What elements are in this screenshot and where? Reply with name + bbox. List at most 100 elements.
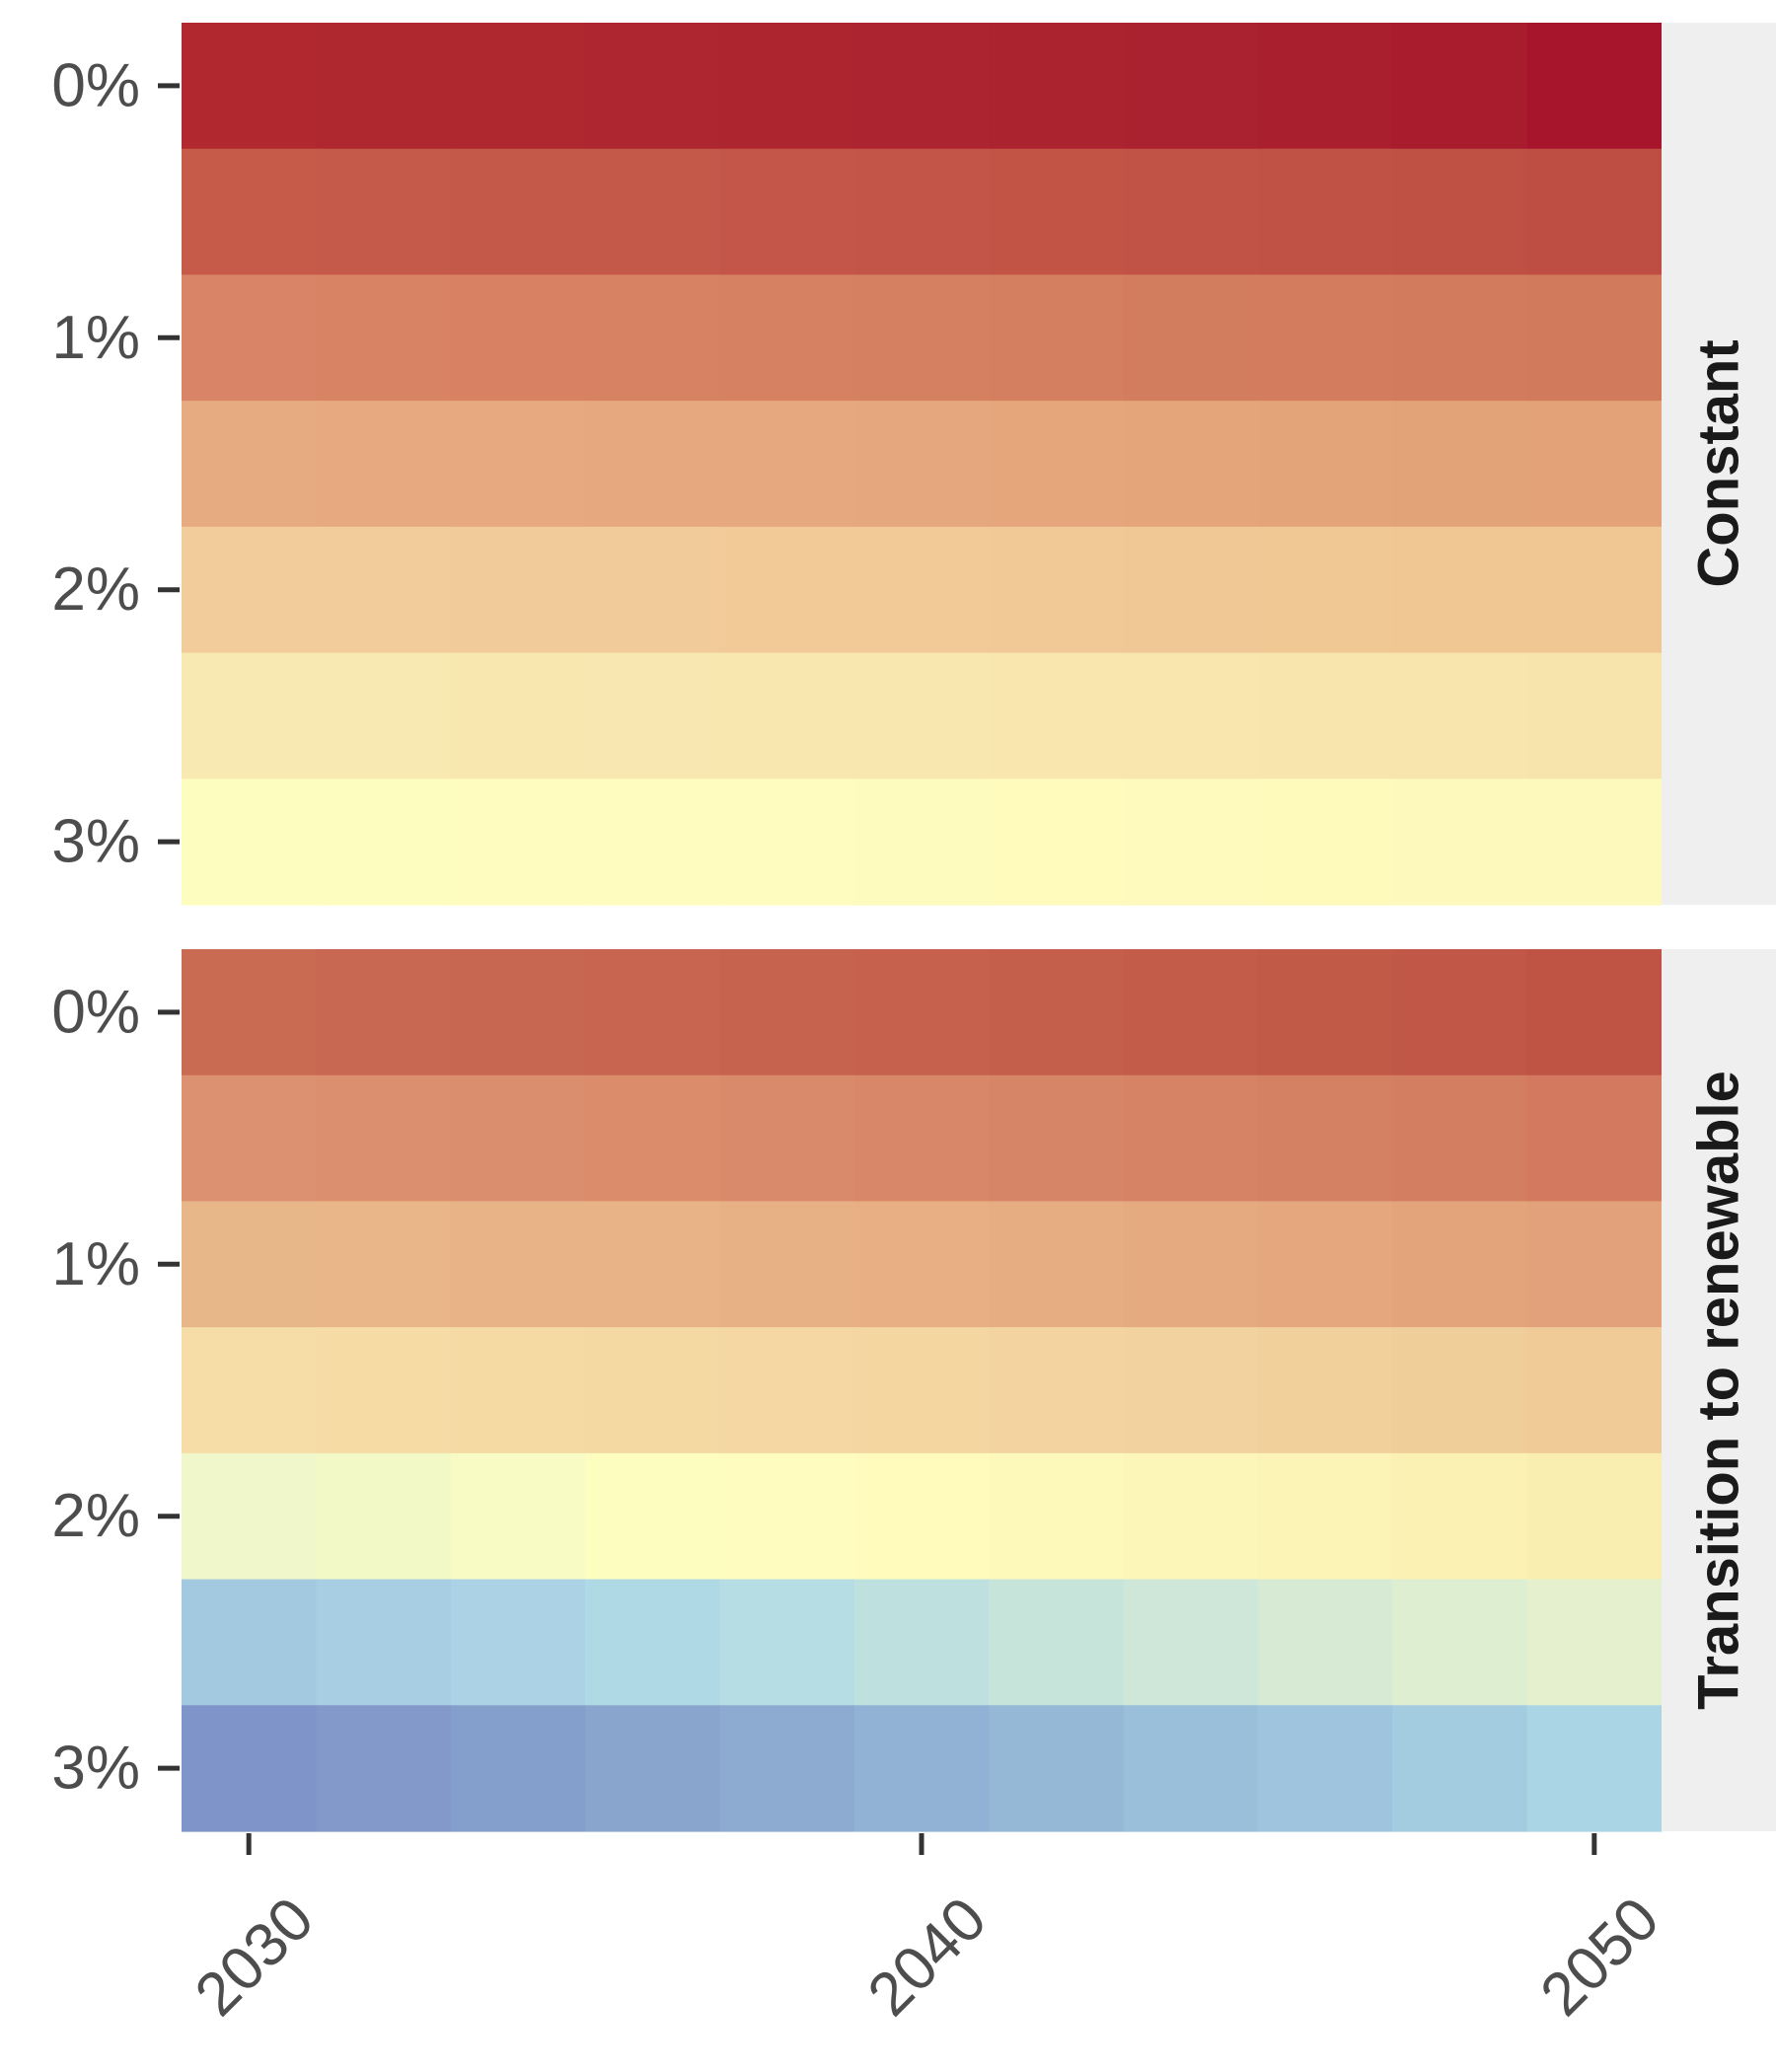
heatmap-cell	[989, 1705, 1125, 1832]
heatmap-cell	[719, 23, 855, 150]
panel-2: 0% 1% 2% 3% Transition to renewable	[51, 949, 1776, 1832]
heatmap-cell	[182, 1705, 317, 1832]
heatmap-cell	[182, 148, 317, 276]
heatmap-cell	[1392, 1452, 1528, 1581]
heatmap-cell	[1526, 526, 1663, 654]
heatmap-cell	[719, 526, 855, 654]
heatmap-cell	[1392, 148, 1528, 276]
heatmap-cell	[719, 274, 855, 402]
heatmap-cell	[585, 23, 721, 150]
heatmap-cell	[719, 778, 855, 906]
heatmap-cell	[1257, 401, 1393, 528]
heatmap-cell	[1123, 1327, 1259, 1454]
heatmap-cell	[853, 778, 990, 906]
heatmap-cell	[585, 652, 721, 779]
heatmap-cell	[719, 949, 855, 1076]
heatmap-cell	[1257, 148, 1393, 276]
heatmap-cell	[316, 652, 452, 779]
heatmap-cell	[585, 1201, 721, 1328]
heatmap-cell	[1392, 949, 1528, 1076]
heatmap-cell	[853, 148, 990, 276]
heatmap-cell	[1526, 23, 1663, 150]
heatmap-cell	[585, 1074, 721, 1203]
heatmap-cell	[182, 23, 317, 150]
heatmap-cell	[182, 526, 317, 654]
heatmap-cell	[1123, 1074, 1259, 1203]
heatmap-cell	[989, 148, 1125, 276]
heatmap-cell	[316, 1579, 452, 1706]
heatmap-cell	[450, 23, 586, 150]
heatmap-cell	[182, 1201, 317, 1328]
facet-strip	[1662, 23, 1776, 905]
y-tick-label: 3%	[51, 1735, 140, 1803]
heatmap-cell	[1123, 23, 1259, 150]
heatmap-cell	[1257, 1705, 1393, 1832]
heatmap-cell	[585, 1327, 721, 1454]
x-tick-label: 2050	[1528, 1885, 1672, 2029]
heatmap-cell	[1392, 274, 1528, 402]
heatmap-cell	[853, 949, 990, 1076]
heatmap-cell	[1257, 778, 1393, 906]
heatmap-cell	[182, 401, 317, 528]
heatmap-cell	[450, 1452, 586, 1581]
heatmap-cell	[853, 1201, 990, 1328]
heatmap-cell	[1123, 949, 1259, 1076]
heatmap-cell	[1526, 1074, 1663, 1203]
heatmap-cell	[853, 1579, 990, 1706]
heatmap-cell	[316, 1074, 452, 1203]
heatmap-cell	[989, 1074, 1125, 1203]
heatmap-cell	[1526, 1327, 1663, 1454]
heatmap-cell	[989, 652, 1125, 779]
heatmap-cell	[1257, 1452, 1393, 1581]
heatmap-cell	[989, 526, 1125, 654]
heatmap-cell	[450, 949, 586, 1076]
heatmap-cell	[450, 526, 586, 654]
y-tick-label: 3%	[51, 808, 140, 876]
heatmap-cell	[450, 1705, 586, 1832]
heatmap-cell	[989, 23, 1125, 150]
heatmap-cell	[450, 1074, 586, 1203]
heatmap-cell	[316, 401, 452, 528]
heatmap-cell	[1392, 1579, 1528, 1706]
heatmap-cell	[1526, 1579, 1663, 1706]
heatmap-cell	[450, 652, 586, 779]
heatmap-cell	[1123, 1705, 1259, 1832]
y-tick-label: 2%	[51, 555, 140, 624]
heatmap-cell	[1526, 274, 1663, 402]
heatmap-cell	[450, 1327, 586, 1454]
heatmap-cell	[719, 1452, 855, 1581]
y-tick-label: 0%	[51, 978, 140, 1046]
heatmap-cell	[450, 778, 586, 906]
heatmap-cell	[1392, 652, 1528, 779]
heatmap-cell	[853, 652, 990, 779]
heatmap-cell	[1257, 1074, 1393, 1203]
heatmap-cell	[585, 526, 721, 654]
heatmap-cell	[316, 1452, 452, 1581]
heatmap-cell	[989, 949, 1125, 1076]
x-axis: 2030 2040 2050	[183, 1833, 1672, 2030]
heatmap-cell	[316, 23, 452, 150]
heatmap-cell	[316, 526, 452, 654]
heatmap-cell	[316, 148, 452, 276]
heatmap-cell	[1123, 401, 1259, 528]
facet-strip	[1662, 949, 1776, 1831]
heatmap-cell	[719, 1201, 855, 1328]
facet-strip-label: Constant	[1687, 339, 1751, 587]
heatmap-cell	[1123, 1201, 1259, 1328]
heatmap-cell	[585, 1579, 721, 1706]
heatmap-cell	[316, 1327, 452, 1454]
heatmap-cell	[1257, 1579, 1393, 1706]
heatmap-cell	[1257, 949, 1393, 1076]
heatmap-cell	[1123, 526, 1259, 654]
heatmap-cell	[1123, 652, 1259, 779]
y-tick-label: 1%	[51, 304, 140, 372]
heatmap-cell	[1257, 1201, 1393, 1328]
heatmap-cell	[1526, 401, 1663, 528]
heatmap-cell	[989, 401, 1125, 528]
heatmap-cell	[585, 274, 721, 402]
heatmap-cell	[450, 401, 586, 528]
heatmap-cell	[1123, 148, 1259, 276]
heatmap-cell	[1123, 778, 1259, 906]
heatmap-cell	[585, 401, 721, 528]
